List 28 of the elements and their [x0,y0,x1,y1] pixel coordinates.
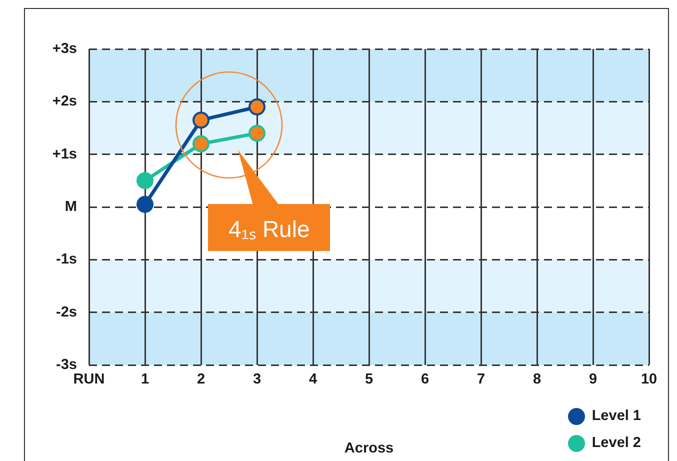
x-tick-label: 4 [308,372,318,388]
x-tick-label: 1 [140,372,150,388]
x-tick-label: 8 [532,372,542,388]
x-axis-title: Across [344,440,394,456]
point [248,124,266,142]
y-tick-label: -2s [56,304,77,320]
y-tick-label: -3s [56,357,77,373]
legend-label: Level 1 [592,407,641,426]
annotation: 4₁ₛ Rule [228,216,310,242]
x-tick-label: 7 [476,372,486,388]
point [136,172,154,190]
x-tick-label: 5 [364,372,374,388]
point [136,196,154,213]
x-tick-label: 10 [640,372,658,388]
x-tick-label: RUN [73,372,105,388]
y-tick-label: -1s [56,252,77,268]
x-tick-label: 9 [588,372,598,388]
y-tick-label: +2s [52,94,77,110]
point [192,135,210,152]
y-tick-label: +3s [52,41,77,57]
y-tick-label: M [64,199,77,215]
x-tick-label: 3 [252,372,262,388]
point [248,98,266,116]
legend-label: Level 2 [592,434,641,453]
x-tick-label: 6 [420,372,430,388]
y-tick-label: +1s [52,146,77,162]
point [192,112,210,129]
x-tick-label: 2 [196,372,206,388]
